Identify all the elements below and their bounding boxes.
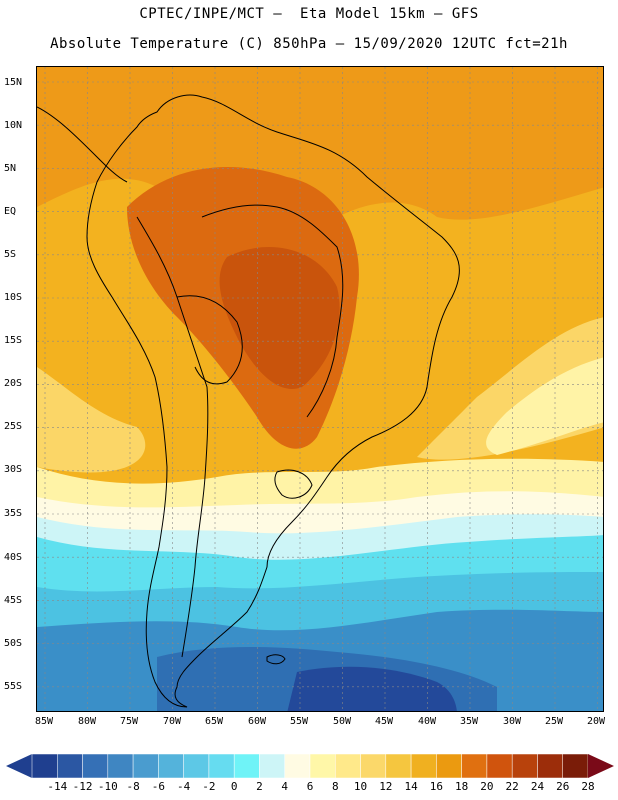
colorbar-cells [31, 753, 589, 779]
colorbar-tick-label: -10 [97, 780, 118, 793]
colorbar-cell [107, 753, 134, 779]
colorbar-tick-label: 0 [230, 780, 238, 793]
colorbar-tick-label: 14 [404, 780, 418, 793]
colorbar-cell [335, 753, 361, 779]
lon-label: 80W [77, 716, 97, 727]
lat-label: 15S [4, 335, 23, 346]
colorbar-tick-label: 20 [480, 780, 494, 793]
colorbar-cell [309, 753, 336, 779]
lat-label: 40S [4, 552, 23, 563]
bolivia-border [176, 295, 243, 385]
colorbar-cell [132, 753, 159, 779]
colorbar [6, 753, 614, 779]
colorbar-cell [233, 753, 260, 779]
colorbar-tick-label: -4 [177, 780, 191, 793]
map-frame [36, 66, 604, 712]
colorbar-cell [436, 753, 462, 779]
lat-label: 5N [4, 163, 17, 174]
colorbar-tick-label: 18 [455, 780, 469, 793]
colorbar-tick-label: 8 [331, 780, 339, 793]
lat-label: 50S [4, 638, 23, 649]
colorbar-tick-label: 6 [306, 780, 314, 793]
colorbar-tick-label: 22 [505, 780, 519, 793]
temperature-map [37, 67, 603, 711]
colorbar-cell [410, 753, 437, 779]
chart-title: CPTEC/INPE/MCT – Eta Model 15km – GFS [139, 6, 479, 22]
lat-label: 55S [4, 681, 23, 692]
colorbar-cell [259, 753, 285, 779]
colorbar-right-arrow [588, 754, 614, 778]
lon-label: 85W [34, 716, 54, 727]
lat-label: 25S [4, 421, 23, 432]
lat-label: 5S [4, 249, 17, 260]
south-america-coast [86, 94, 460, 708]
colorbar-cell [31, 753, 58, 779]
colorbar-cell [385, 753, 412, 779]
field-hot-core [219, 247, 340, 389]
lon-label: 30W [502, 716, 522, 727]
colorbar-tick-label: 28 [581, 780, 595, 793]
chart-subtitle: Absolute Temperature (C) 850hPa – 15/09/… [50, 36, 568, 52]
field-pale-atlantic [486, 357, 603, 455]
colorbar-cell [537, 753, 563, 779]
land-outlines [37, 94, 460, 708]
colorbar-cell [208, 753, 235, 779]
lat-label: 10N [4, 120, 23, 131]
lat-label: 15N [4, 77, 23, 88]
colorbar-tick-label: 16 [429, 780, 443, 793]
lon-label: 45W [374, 716, 394, 727]
colorbar-cell [461, 753, 488, 779]
colorbar-tick-label: -8 [126, 780, 140, 793]
lon-label: 25W [544, 716, 564, 727]
lat-label: 20S [4, 378, 23, 389]
lat-label: 35S [4, 508, 23, 519]
colorbar-cell [183, 753, 210, 779]
colorbar-tick-label: 2 [256, 780, 263, 793]
lon-label: 20W [586, 716, 606, 727]
colorbar-cell [562, 753, 589, 779]
colorbar-tick-label: -6 [151, 780, 165, 793]
lat-label: 10S [4, 292, 23, 303]
lat-label: 30S [4, 464, 23, 475]
lat-label: EQ [4, 206, 17, 217]
lon-label: 35W [459, 716, 479, 727]
colorbar-tick-label: -2 [202, 780, 216, 793]
colorbar-cell [284, 753, 311, 779]
lon-label: 40W [417, 716, 437, 727]
field-deep-blue [287, 666, 457, 711]
lon-label: 50W [332, 716, 352, 727]
colorbar-tick-label: -14 [47, 780, 68, 793]
field-yellow-pacific [37, 367, 146, 473]
lon-label: 70W [162, 716, 182, 727]
colorbar-tick-label: 10 [353, 780, 368, 793]
colorbar-left-arrow [6, 754, 32, 778]
brazil-border [201, 204, 344, 418]
lat-label: 45S [4, 595, 23, 606]
uruguay-outline [274, 469, 313, 499]
central-america [37, 106, 128, 183]
colorbar-cell [486, 753, 513, 779]
colorbar-cell [158, 753, 184, 779]
colorbar-tick-label: 24 [530, 780, 545, 793]
lon-label: 55W [289, 716, 309, 727]
colorbar-cell [360, 753, 387, 779]
colorbar-tick-label: -12 [72, 780, 93, 793]
lon-label: 60W [247, 716, 267, 727]
lon-label: 65W [204, 716, 224, 727]
falklands [266, 654, 286, 665]
colorbar-cell [57, 753, 83, 779]
colorbar-tick-label: 26 [556, 780, 570, 793]
lon-label: 75W [119, 716, 139, 727]
colorbar-tick-label: 12 [379, 780, 393, 793]
andes-border [136, 216, 209, 658]
colorbar-cell [511, 753, 538, 779]
colorbar-tick-label: 4 [281, 780, 289, 793]
colorbar-cell [82, 753, 109, 779]
